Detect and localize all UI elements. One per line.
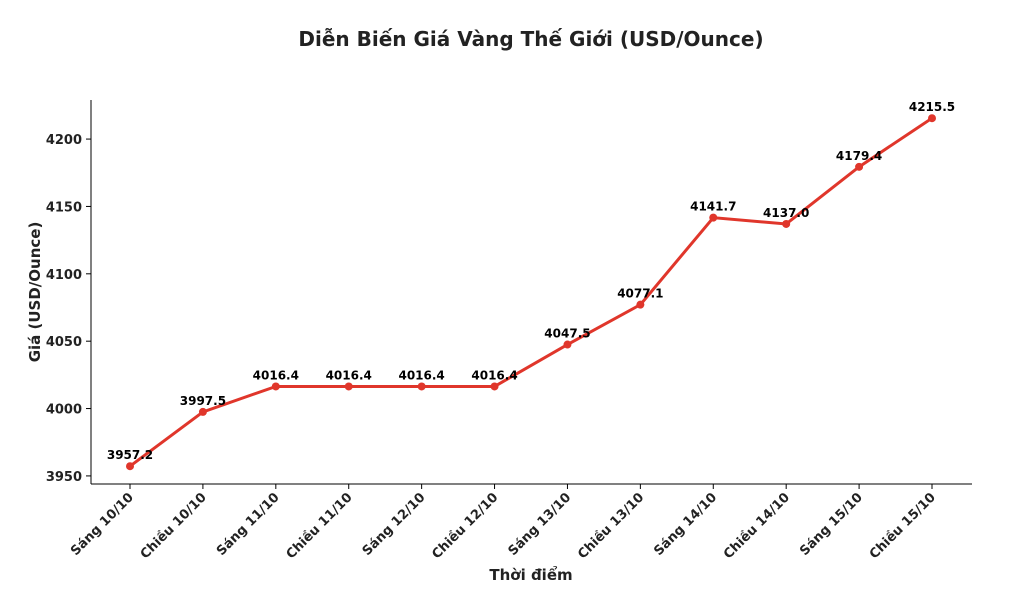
- point: [855, 162, 864, 171]
- y-tick-label: 3950: [46, 470, 82, 485]
- value-label: 4047.5: [544, 327, 590, 341]
- point: [709, 213, 718, 222]
- point: [271, 382, 280, 391]
- point: [928, 114, 936, 123]
- point: [417, 382, 426, 391]
- value-label: 4179.4: [836, 149, 882, 163]
- point: [490, 382, 499, 391]
- x-tick-label: Chiều 10/10: [138, 490, 210, 562]
- x-tick-label: Chiều 14/10: [721, 490, 793, 562]
- line: [129, 116, 933, 468]
- y-tick-label: 4150: [46, 200, 82, 215]
- x-tick-label: Sáng 10/10: [68, 490, 137, 559]
- value-label: 4016.4: [471, 368, 517, 382]
- point: [126, 462, 134, 471]
- y-axis-label: Giá (USD/Ounce): [26, 222, 44, 363]
- chart-title: Diễn Biến Giá Vàng Thế Giới (USD/Ounce): [298, 27, 763, 51]
- x-tick-label: Sáng 12/10: [360, 490, 429, 559]
- x-tick-label: Chiều 15/10: [867, 490, 939, 562]
- value-label: 4016.4: [253, 368, 299, 382]
- value-label: 4141.7: [690, 200, 736, 214]
- point: [636, 300, 645, 309]
- x-tick-label: Sáng 14/10: [651, 490, 720, 559]
- x-tick-label: Chiều 11/10: [284, 490, 356, 562]
- value-label: 4016.4: [398, 368, 444, 382]
- x-tick-label: Sáng 15/10: [797, 490, 866, 559]
- point: [198, 407, 207, 416]
- y-tick-label: 4200: [46, 133, 82, 148]
- x-tick-label: Chiều 12/10: [429, 490, 501, 562]
- value-label: 4016.4: [326, 368, 372, 382]
- point: [563, 340, 572, 349]
- y-tick-label: 4050: [46, 335, 82, 350]
- value-label: 4077.1: [617, 287, 663, 301]
- x-tick-label: Sáng 13/10: [506, 490, 575, 559]
- value-label: 3957.2: [107, 448, 153, 462]
- y-tick-label: 4100: [46, 268, 82, 283]
- x-tick-label: Sáng 11/10: [214, 490, 283, 559]
- value-label: 3997.5: [180, 394, 226, 408]
- y-tick-label: 4000: [46, 403, 82, 418]
- point: [344, 382, 353, 391]
- x-tick-label: Chiều 13/10: [575, 490, 647, 562]
- value-label: 4215.5: [909, 100, 955, 114]
- x-axis-label: Thời điểm: [489, 565, 572, 584]
- value-label: 4137.0: [763, 206, 809, 220]
- point: [782, 219, 791, 228]
